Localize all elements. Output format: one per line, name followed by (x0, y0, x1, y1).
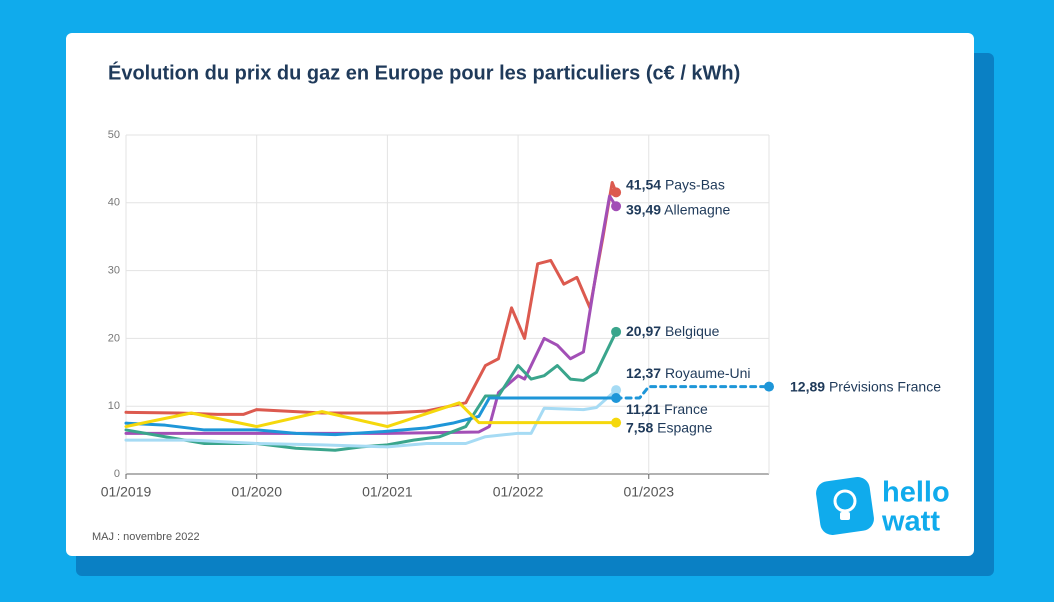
chart-title: Évolution du prix du gaz en Europe pour … (108, 61, 740, 84)
end-value: 7,58 (626, 419, 653, 435)
series-line (124, 194, 618, 435)
series-name: Royaume-Uni (665, 365, 751, 381)
series-name: Allemagne (664, 201, 730, 217)
x-tick-label: 01/2019 (101, 484, 152, 500)
end-marker (764, 381, 774, 392)
logo-bulb (833, 489, 857, 513)
series-line (124, 401, 618, 429)
card (66, 33, 974, 556)
x-tick-label: 01/2023 (623, 484, 674, 500)
series-line (124, 180, 618, 416)
end-value: 11,21 (626, 401, 660, 417)
end-value: 20,97 (626, 323, 661, 339)
end-value: 39,49 (626, 201, 661, 217)
series-name: Pays-Bas (665, 176, 725, 192)
plot: 0 10 20 30 40 50 01/2019 01/2020 01/2021 01/2022 0… (101, 129, 941, 500)
series-name: France (664, 401, 708, 417)
y-tick-label: 50 (108, 129, 120, 141)
end-label: 7,58 Espagne (626, 419, 713, 435)
end-label: 39,49 Allemagne (626, 201, 731, 217)
series-name: Prévisions France (829, 378, 941, 394)
end-label: 20,97 Belgique (626, 323, 720, 339)
end-label: 41,54 Pays-Bas (626, 176, 725, 192)
end-marker (611, 417, 622, 428)
logo-bulb-base (840, 512, 850, 520)
end-value: 12,89 (790, 378, 825, 394)
end-marker (611, 187, 622, 198)
y-tick-label: 20 (108, 332, 120, 344)
logo-icon (816, 477, 874, 535)
series-name: Espagne (657, 419, 712, 435)
y-tick-label: 30 (108, 265, 120, 277)
end-marker (611, 201, 622, 212)
series-line (614, 385, 771, 400)
end-value: 12,37 (626, 365, 661, 381)
end-value: 41,54 (626, 176, 661, 192)
y-tick-label: 10 (108, 400, 120, 412)
x-tick-label: 01/2022 (493, 484, 544, 500)
end-label: 12,89 Prévisions France (790, 378, 941, 394)
footnote: MAJ : novembre 2022 (92, 531, 200, 543)
y-tick-label: 0 (114, 468, 120, 480)
end-label: 11,21 France (626, 401, 708, 417)
series-line (124, 396, 618, 437)
end-label: 12,37 Royaume-Uni (626, 365, 751, 381)
series-name: Belgique (665, 323, 720, 339)
y-tick-label: 40 (108, 197, 120, 209)
logo: hello watt (816, 477, 950, 538)
series-line (124, 388, 618, 449)
x-tick-label: 01/2021 (362, 484, 413, 500)
end-marker (611, 385, 622, 396)
logo-text: hello (882, 477, 950, 509)
x-tick-label: 01/2020 (231, 484, 282, 500)
logo-text: watt (881, 506, 940, 538)
end-marker (611, 326, 622, 337)
